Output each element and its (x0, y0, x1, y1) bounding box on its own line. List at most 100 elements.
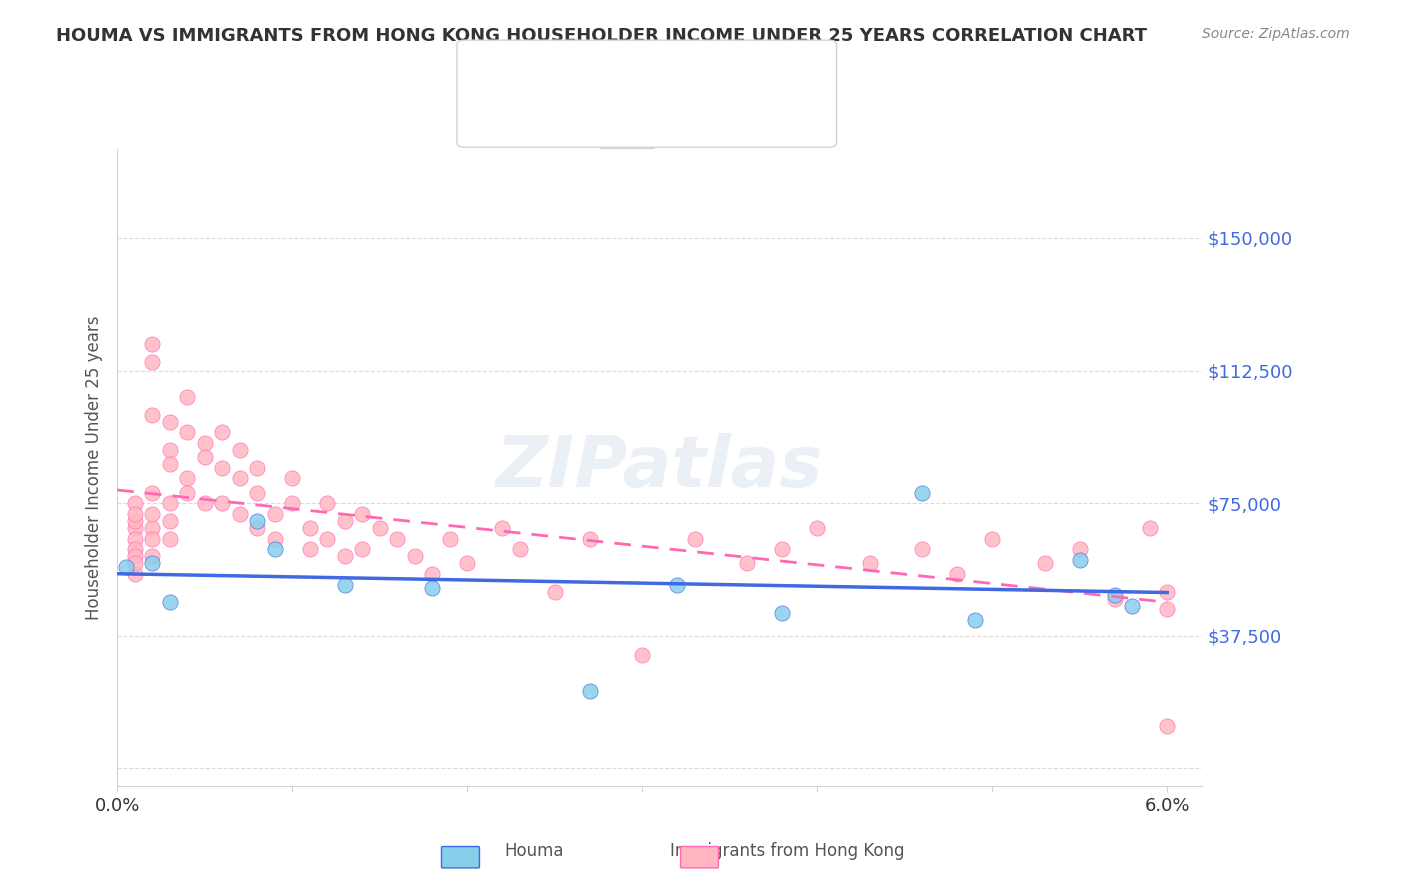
Point (631, 648, 654, 663)
Point (333, 577, 356, 591)
Point (159, 496, 181, 510)
Point (1104, 588, 1126, 602)
Point (246, 521, 269, 535)
Text: N =: N = (628, 97, 662, 115)
Point (316, 532, 339, 546)
Point (316, 496, 339, 510)
Point (211, 425, 233, 440)
Point (141, 354, 163, 368)
Point (806, 521, 828, 535)
Point (352, 507, 374, 521)
Point (439, 532, 461, 546)
Point (368, 521, 391, 535)
Point (666, 577, 689, 591)
Point (176, 425, 198, 440)
Point (1121, 599, 1143, 613)
Y-axis label: Householder Income Under 25 years: Householder Income Under 25 years (86, 316, 103, 620)
Point (859, 557, 882, 571)
Point (176, 485, 198, 500)
Point (1139, 521, 1161, 535)
Text: N =: N = (628, 124, 662, 142)
Point (176, 390, 198, 404)
Point (194, 496, 217, 510)
Point (263, 542, 285, 557)
Point (141, 408, 163, 422)
Text: 0.084: 0.084 (565, 97, 623, 115)
Point (141, 557, 163, 571)
Point (115, 559, 138, 574)
Point (263, 532, 285, 546)
Point (141, 521, 163, 535)
Point (124, 532, 146, 546)
Point (1069, 553, 1091, 567)
Point (246, 460, 269, 475)
Point (194, 450, 217, 465)
Point (124, 507, 146, 521)
Point (228, 471, 250, 485)
Point (211, 496, 233, 510)
Point (387, 532, 409, 546)
Point (770, 542, 793, 557)
Point (544, 584, 567, 599)
Point (352, 542, 374, 557)
Point (420, 566, 443, 581)
Text: ZIPatlas: ZIPatlas (496, 434, 824, 502)
Point (333, 549, 356, 564)
Point (578, 532, 600, 546)
Point (981, 532, 1004, 546)
Text: Houma: Houma (505, 842, 564, 860)
Point (124, 521, 146, 535)
Point (124, 542, 146, 557)
Point (246, 514, 269, 528)
Point (124, 549, 146, 564)
Point (141, 507, 163, 521)
Text: Immigrants from Hong Kong: Immigrants from Hong Kong (671, 842, 904, 860)
Point (456, 557, 478, 571)
Point (298, 521, 321, 535)
Legend: , : , (599, 75, 655, 148)
Point (159, 415, 181, 429)
Point (159, 443, 181, 458)
Point (420, 581, 443, 595)
Point (333, 514, 356, 528)
Point (159, 514, 181, 528)
Point (246, 485, 269, 500)
Point (159, 457, 181, 471)
Point (228, 507, 250, 521)
Point (141, 337, 163, 351)
Point (911, 485, 934, 500)
Point (194, 436, 217, 450)
Point (963, 613, 986, 627)
Point (141, 549, 163, 564)
Text: Source: ZipAtlas.com: Source: ZipAtlas.com (1202, 27, 1350, 41)
Text: 0.017: 0.017 (565, 124, 621, 142)
Point (770, 606, 793, 620)
Point (141, 532, 163, 546)
Point (735, 557, 758, 571)
Point (683, 532, 706, 546)
Point (176, 471, 198, 485)
Point (911, 542, 934, 557)
Point (404, 549, 426, 564)
Point (124, 566, 146, 581)
Point (509, 542, 531, 557)
Text: HOUMA VS IMMIGRANTS FROM HONG KONG HOUSEHOLDER INCOME UNDER 25 YEARS CORRELATION: HOUMA VS IMMIGRANTS FROM HONG KONG HOUSE… (56, 27, 1147, 45)
Point (491, 521, 513, 535)
Point (1033, 557, 1056, 571)
Point (159, 532, 181, 546)
Point (228, 443, 250, 458)
Point (298, 542, 321, 557)
Point (1156, 602, 1178, 616)
Text: 15: 15 (666, 97, 692, 115)
Point (281, 496, 304, 510)
Point (578, 683, 600, 698)
Point (263, 507, 285, 521)
Text: 78: 78 (666, 124, 692, 142)
Text: R =: R = (527, 124, 561, 142)
Point (124, 496, 146, 510)
Point (281, 471, 304, 485)
Point (946, 566, 969, 581)
Point (1104, 591, 1126, 606)
Text: R =: R = (527, 97, 561, 115)
Point (159, 595, 181, 609)
